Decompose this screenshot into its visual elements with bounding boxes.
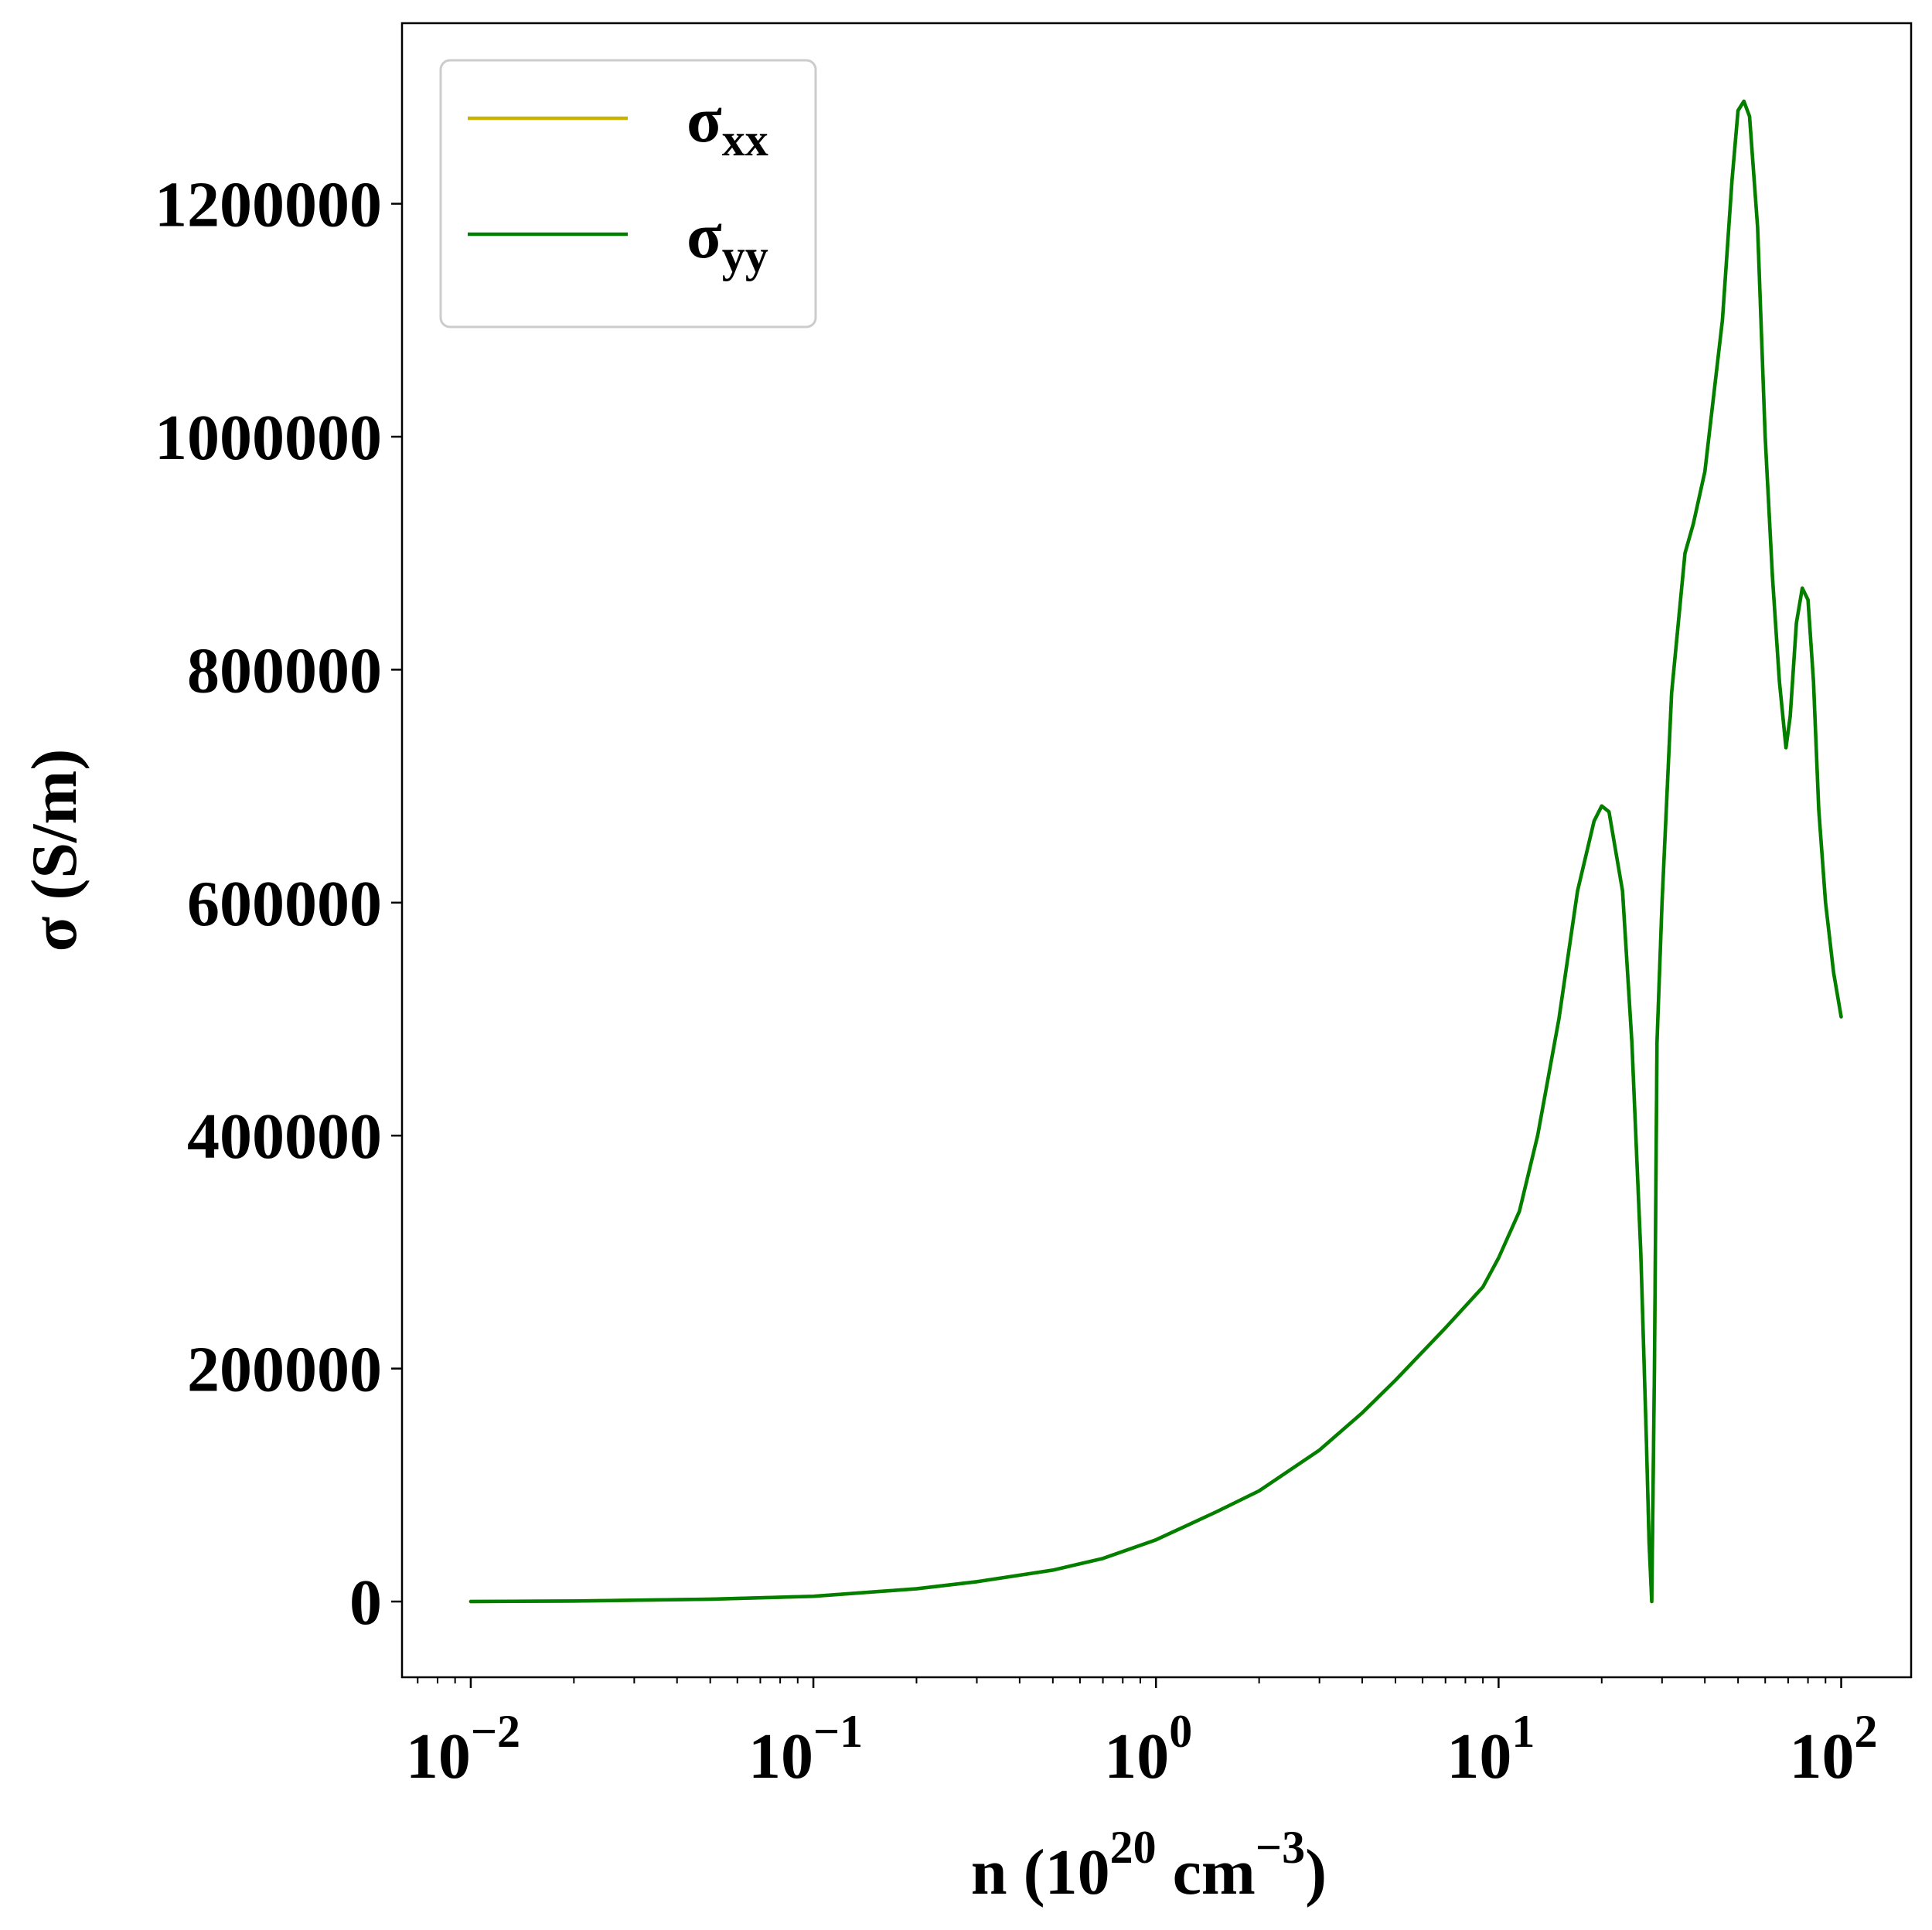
x-axis-ticks: 10−2 10−1 100 101 102 bbox=[406, 1677, 1878, 1792]
x-axis-label: n (1020 cm−3) bbox=[971, 1822, 1327, 1908]
series-line-sigma-yy bbox=[469, 99, 1843, 1604]
y-axis-ticks: 0 200000 400000 600000 800000 1000000 1200000 bbox=[155, 169, 402, 1639]
legend-label-sigma-xx: σxx bbox=[687, 84, 768, 165]
x-tick-label: 10−2 bbox=[406, 1706, 520, 1792]
y-tick-label: 0 bbox=[349, 1567, 382, 1639]
y-tick-label: 600000 bbox=[187, 868, 382, 940]
y-tick-label: 200000 bbox=[187, 1334, 382, 1406]
x-tick-label: 100 bbox=[1104, 1706, 1192, 1792]
legend-entries: σxx σyy bbox=[468, 84, 768, 281]
x-tick-label: 101 bbox=[1446, 1706, 1535, 1792]
y-tick-label: 1000000 bbox=[155, 402, 382, 474]
legend: σxx σyy bbox=[439, 59, 817, 328]
y-tick-label: 1200000 bbox=[155, 169, 382, 241]
y-tick-label: 800000 bbox=[187, 635, 382, 706]
x-tick-label: 102 bbox=[1790, 1706, 1878, 1792]
legend-label-sigma-yy: σyy bbox=[687, 200, 768, 281]
series-layer bbox=[469, 99, 1843, 1604]
legend-frame bbox=[439, 59, 817, 328]
y-tick-label: 400000 bbox=[187, 1101, 382, 1173]
x-tick-label: 10−1 bbox=[748, 1706, 863, 1792]
y-axis-label: σ (S/m) bbox=[19, 749, 90, 952]
